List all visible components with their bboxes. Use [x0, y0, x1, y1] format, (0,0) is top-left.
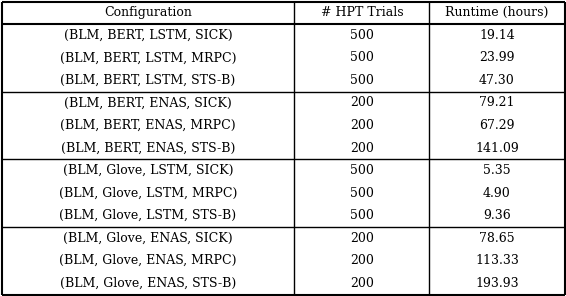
- Text: (BLM, BERT, ENAS, STS-B): (BLM, BERT, ENAS, STS-B): [61, 141, 235, 155]
- Text: 500: 500: [350, 51, 374, 64]
- Text: 200: 200: [350, 254, 374, 267]
- Text: # HPT Trials: # HPT Trials: [320, 6, 403, 19]
- Text: (BLM, BERT, LSTM, MRPC): (BLM, BERT, LSTM, MRPC): [59, 51, 236, 64]
- Text: (BLM, Glove, LSTM, SICK): (BLM, Glove, LSTM, SICK): [63, 164, 233, 177]
- Text: (BLM, Glove, ENAS, SICK): (BLM, Glove, ENAS, SICK): [63, 232, 233, 245]
- Text: (BLM, BERT, LSTM, STS-B): (BLM, BERT, LSTM, STS-B): [60, 74, 235, 87]
- Text: 67.29: 67.29: [479, 119, 514, 132]
- Text: 500: 500: [350, 74, 374, 87]
- Text: 500: 500: [350, 29, 374, 42]
- Text: 5.35: 5.35: [483, 164, 511, 177]
- Text: (BLM, BERT, ENAS, MRPC): (BLM, BERT, ENAS, MRPC): [60, 119, 235, 132]
- Text: (BLM, BERT, LSTM, SICK): (BLM, BERT, LSTM, SICK): [63, 29, 232, 42]
- Text: 23.99: 23.99: [479, 51, 514, 64]
- Text: Configuration: Configuration: [104, 6, 192, 19]
- Text: 141.09: 141.09: [475, 141, 519, 155]
- Text: 78.65: 78.65: [479, 232, 514, 245]
- Text: 500: 500: [350, 186, 374, 200]
- Text: (BLM, Glove, ENAS, MRPC): (BLM, Glove, ENAS, MRPC): [59, 254, 237, 267]
- Text: 200: 200: [350, 277, 374, 290]
- Text: 4.90: 4.90: [483, 186, 511, 200]
- Text: 200: 200: [350, 96, 374, 110]
- Text: 500: 500: [350, 209, 374, 222]
- Text: 19.14: 19.14: [479, 29, 515, 42]
- Text: 9.36: 9.36: [483, 209, 511, 222]
- Text: 500: 500: [350, 164, 374, 177]
- Text: (BLM, Glove, LSTM, MRPC): (BLM, Glove, LSTM, MRPC): [59, 186, 237, 200]
- Text: 79.21: 79.21: [479, 96, 514, 110]
- Text: (BLM, Glove, LSTM, STS-B): (BLM, Glove, LSTM, STS-B): [59, 209, 237, 222]
- Text: 193.93: 193.93: [475, 277, 519, 290]
- Text: 47.30: 47.30: [479, 74, 515, 87]
- Text: 200: 200: [350, 141, 374, 155]
- Text: (BLM, BERT, ENAS, SICK): (BLM, BERT, ENAS, SICK): [64, 96, 231, 110]
- Text: Runtime (hours): Runtime (hours): [445, 6, 548, 19]
- Text: 200: 200: [350, 119, 374, 132]
- Text: 200: 200: [350, 232, 374, 245]
- Text: 113.33: 113.33: [475, 254, 519, 267]
- Text: (BLM, Glove, ENAS, STS-B): (BLM, Glove, ENAS, STS-B): [60, 277, 236, 290]
